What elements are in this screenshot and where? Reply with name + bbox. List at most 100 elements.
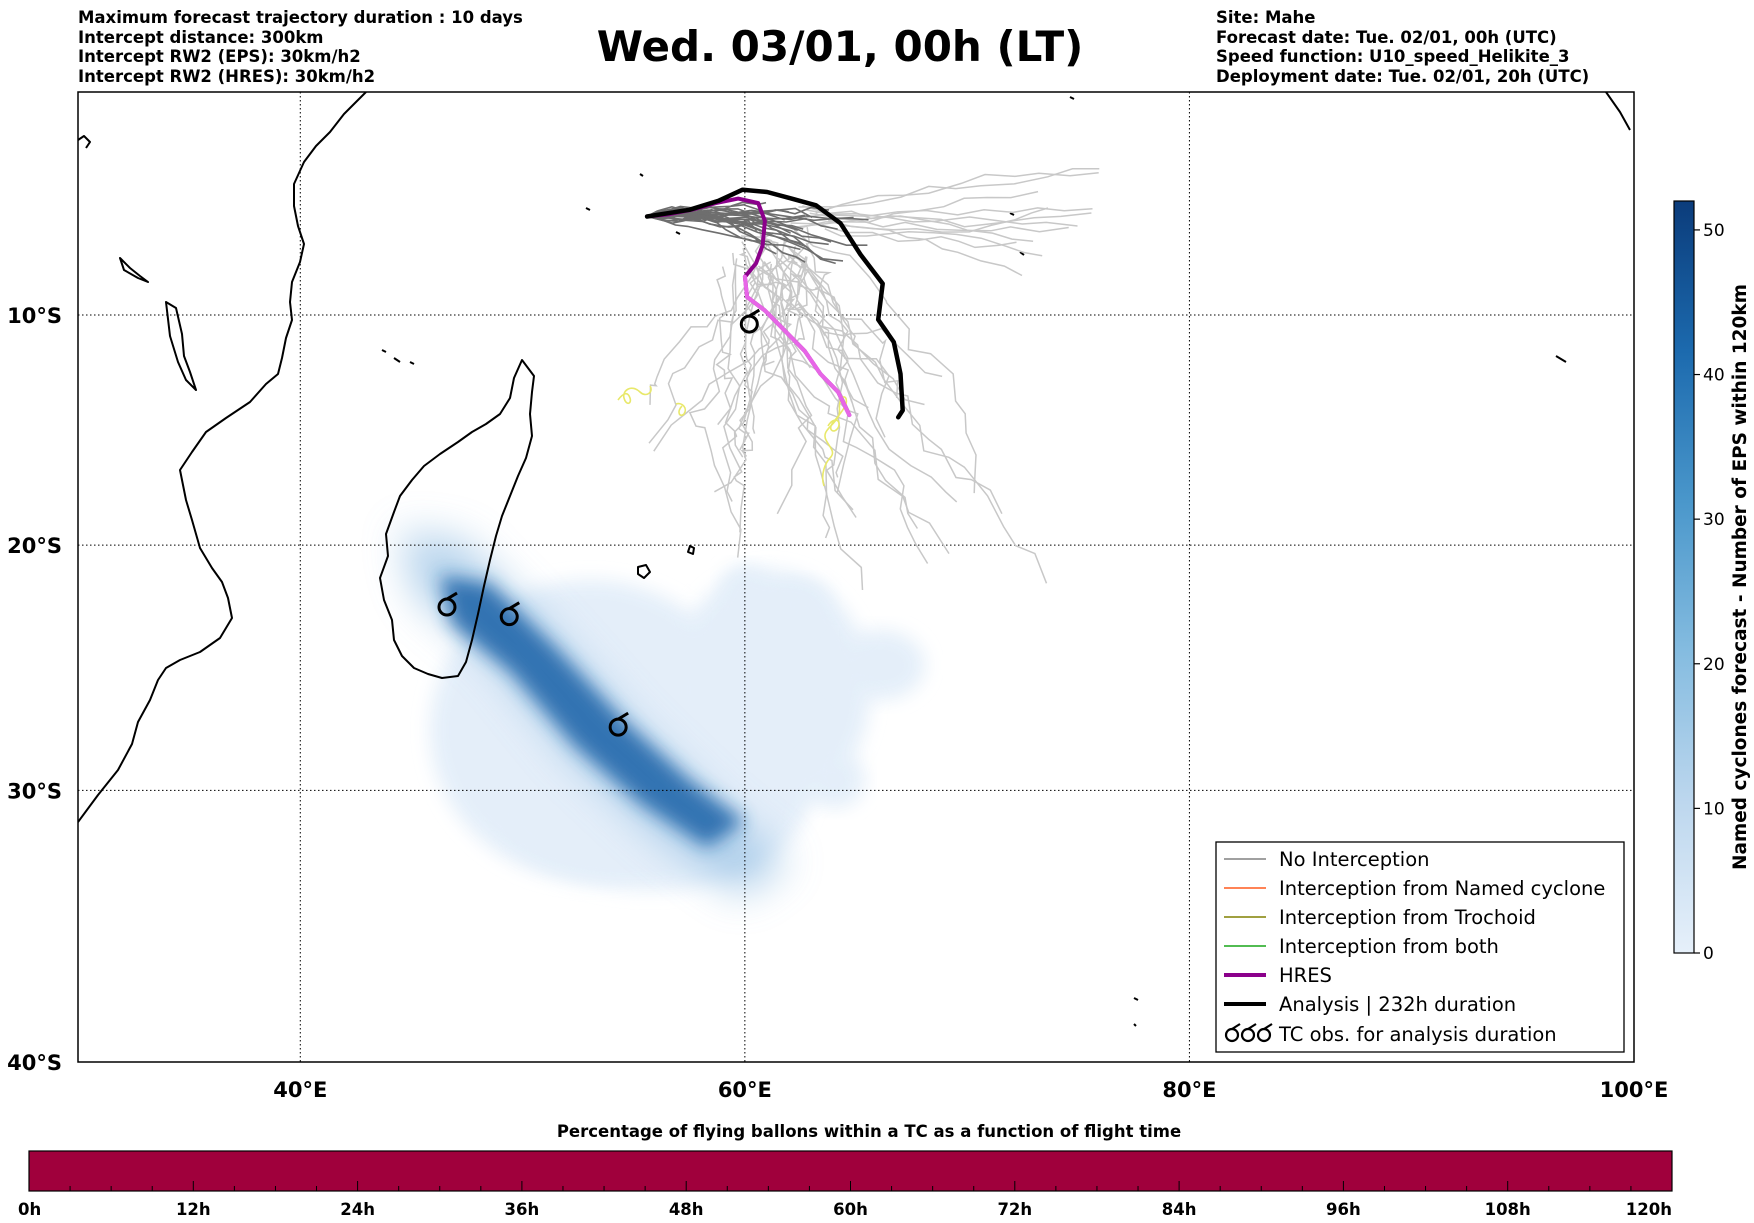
- ensemble-track-light-20: [770, 242, 869, 409]
- map-gridlines: [78, 92, 1634, 1062]
- flight-time-bar-ticks: 0h 12h 24h 36h 48h 60h 72h 84h 96h 108h 120h: [18, 1181, 1673, 1219]
- comoros-islands: [381, 349, 415, 365]
- ensemble-track-east-11: [802, 205, 1034, 242]
- coastlines: [78, 92, 1631, 1027]
- ensemble-track-light-13: [789, 246, 919, 529]
- lake-coastline: [165, 301, 197, 391]
- colorbar-tick-label-2: 20: [1703, 655, 1725, 675]
- ensemble-track-light-28: [741, 241, 854, 511]
- ensemble-track-light-10: [793, 229, 977, 494]
- bar-tick-label-2: 24h: [340, 1200, 375, 1219]
- reunion-island: [687, 545, 695, 555]
- ensemble-track-light-23: [653, 255, 807, 452]
- legend-item-tc-obs: TC obs. for analysis duration: [1224, 1023, 1557, 1046]
- yellow-loop-track-2: [675, 402, 687, 417]
- ensemble-track-light-5: [761, 232, 859, 493]
- arabia-coastline: [78, 135, 91, 149]
- colorbar-tick-label-5: 50: [1703, 221, 1725, 241]
- ensemble-track-light-27: [714, 226, 811, 493]
- ensemble-track-east-1: [806, 207, 1093, 217]
- legend-item-hres: HRES: [1224, 964, 1332, 987]
- mauritius-island: [637, 564, 651, 579]
- density-field: [400, 530, 925, 898]
- density-colorbar: 0 10 20 30 40 50 Named cyclones forecast - Nu…: [1673, 200, 1751, 964]
- legend-label-named-cyclone: Interception from Named cyclone: [1279, 877, 1605, 900]
- legend-label-both: Interception from both: [1279, 935, 1499, 958]
- colorbar-ticks: 0 10 20 30 40 50: [1694, 221, 1725, 964]
- colorbar-gradient: [1673, 200, 1695, 954]
- bar-tick-label-10: 120h: [1626, 1200, 1672, 1219]
- ensemble-track-dark-21: [646, 214, 832, 243]
- forecast-date-text: Forecast date: Tue. 02/01, 00h (UTC): [1216, 27, 1557, 47]
- legend-item-trochoid: Interception from Trochoid: [1224, 906, 1536, 929]
- map-frame: [77, 91, 1635, 1063]
- hres-track-tail: [742, 274, 852, 417]
- bar-tick-label-0: 0h: [18, 1200, 41, 1219]
- bar-tick-label-1: 12h: [176, 1200, 211, 1219]
- bar-tick-label-3: 36h: [505, 1200, 540, 1219]
- ensemble-track-east-8: [825, 217, 1023, 277]
- tc-obs-marker-2: [499, 601, 521, 627]
- ensemble-track-light-29: [755, 265, 844, 478]
- bar-tick-label-9: 108h: [1485, 1200, 1531, 1219]
- intercept-hres-text: Intercept RW2 (HRES): 30km/h2: [78, 66, 376, 86]
- ensemble-track-light-31: [742, 247, 831, 539]
- speed-function-text: Speed function: U10_speed_Helikite_3: [1216, 47, 1570, 66]
- yellow-loop-track-1: [617, 385, 652, 405]
- bar-tick-label-8: 96h: [1326, 1200, 1361, 1219]
- intercept-distance-text: Intercept distance: 300km: [78, 27, 324, 47]
- lat-tick-label-1: 20°S: [7, 534, 62, 558]
- intercept-eps-text: Intercept RW2 (EPS): 30km/h2: [78, 47, 361, 66]
- lat-tick-label-0: 10°S: [7, 304, 62, 328]
- trajectory-duration-text: Maximum forecast trajectory duration : 1…: [78, 8, 523, 27]
- ensemble-track-light-33: [771, 254, 813, 515]
- colorbar-tick-label-1: 10: [1703, 799, 1725, 819]
- bar-tick-label-5: 60h: [833, 1200, 868, 1219]
- ensemble-track-dark-17: [646, 205, 804, 230]
- map-axis-labels: 40°E 60°E 80°E 100°E 10°S 20°S 30°S 40°S: [7, 304, 1668, 1102]
- map-area: [78, 92, 1634, 1062]
- legend-label-analysis: Analysis | 232h duration: [1279, 993, 1516, 1016]
- madagascar-coastline: [379, 359, 535, 679]
- legend-label-tc-obs: TC obs. for analysis duration: [1278, 1023, 1557, 1046]
- colorbar-tick-label-4: 40: [1703, 366, 1725, 386]
- legend-label-hres: HRES: [1279, 964, 1332, 987]
- ensemble-track-light-11: [763, 261, 857, 518]
- ensemble-track-dark-16: [646, 205, 768, 246]
- ensemble-track-dark-24: [647, 208, 868, 246]
- lat-tick-label-2: 30°S: [7, 779, 62, 803]
- ensemble-tracks-light: [648, 167, 1100, 591]
- yellow-loop-track-3: [821, 396, 848, 487]
- lon-tick-label-1: 60°E: [718, 1078, 772, 1102]
- header-left-info: Maximum forecast trajectory duration : 1…: [78, 8, 523, 86]
- analysis-track-line: [644, 187, 905, 420]
- legend-item-analysis: Analysis | 232h duration: [1224, 993, 1516, 1016]
- ensemble-track-light-15: [777, 257, 1003, 515]
- bar-tick-label-6: 72h: [997, 1200, 1032, 1219]
- ensemble-track-light-1: [760, 237, 958, 503]
- map-title: Wed. 03/01, 00h (LT): [596, 22, 1084, 71]
- flight-time-bar-title: Percentage of flying ballons within a TC…: [557, 1122, 1181, 1141]
- colorbar-label: Named cyclones forecast - Number of EPS …: [1730, 284, 1751, 870]
- legend-label-trochoid: Interception from Trochoid: [1279, 906, 1536, 929]
- legend-item-both: Interception from both: [1224, 935, 1499, 958]
- bar-tick-label-4: 48h: [669, 1200, 704, 1219]
- africa-coastline: [78, 92, 367, 823]
- legend-item-no-interception: No Interception: [1224, 848, 1430, 871]
- lon-tick-label-2: 80°E: [1162, 1078, 1216, 1102]
- site-text: Site: Mahe: [1216, 8, 1316, 27]
- map-legend: No Interception Interception from Named …: [1215, 841, 1625, 1053]
- outer-islands: [1069, 92, 1631, 1027]
- tc-observation-markers: [437, 308, 761, 737]
- lat-tick-label-3: 40°S: [7, 1051, 62, 1075]
- tc-obs-legend-icon: [1224, 1023, 1273, 1043]
- legend-label-no-interception: No Interception: [1279, 848, 1430, 871]
- lon-tick-label-0: 40°E: [273, 1078, 327, 1102]
- ensemble-track-east-2: [815, 171, 1099, 214]
- legend-box: [1215, 841, 1625, 1053]
- zanzibar-islands: [119, 257, 149, 283]
- ensemble-track-east-10: [824, 228, 1043, 257]
- tc-obs-marker-3: [608, 711, 629, 737]
- ensemble-track-light-25: [782, 240, 925, 406]
